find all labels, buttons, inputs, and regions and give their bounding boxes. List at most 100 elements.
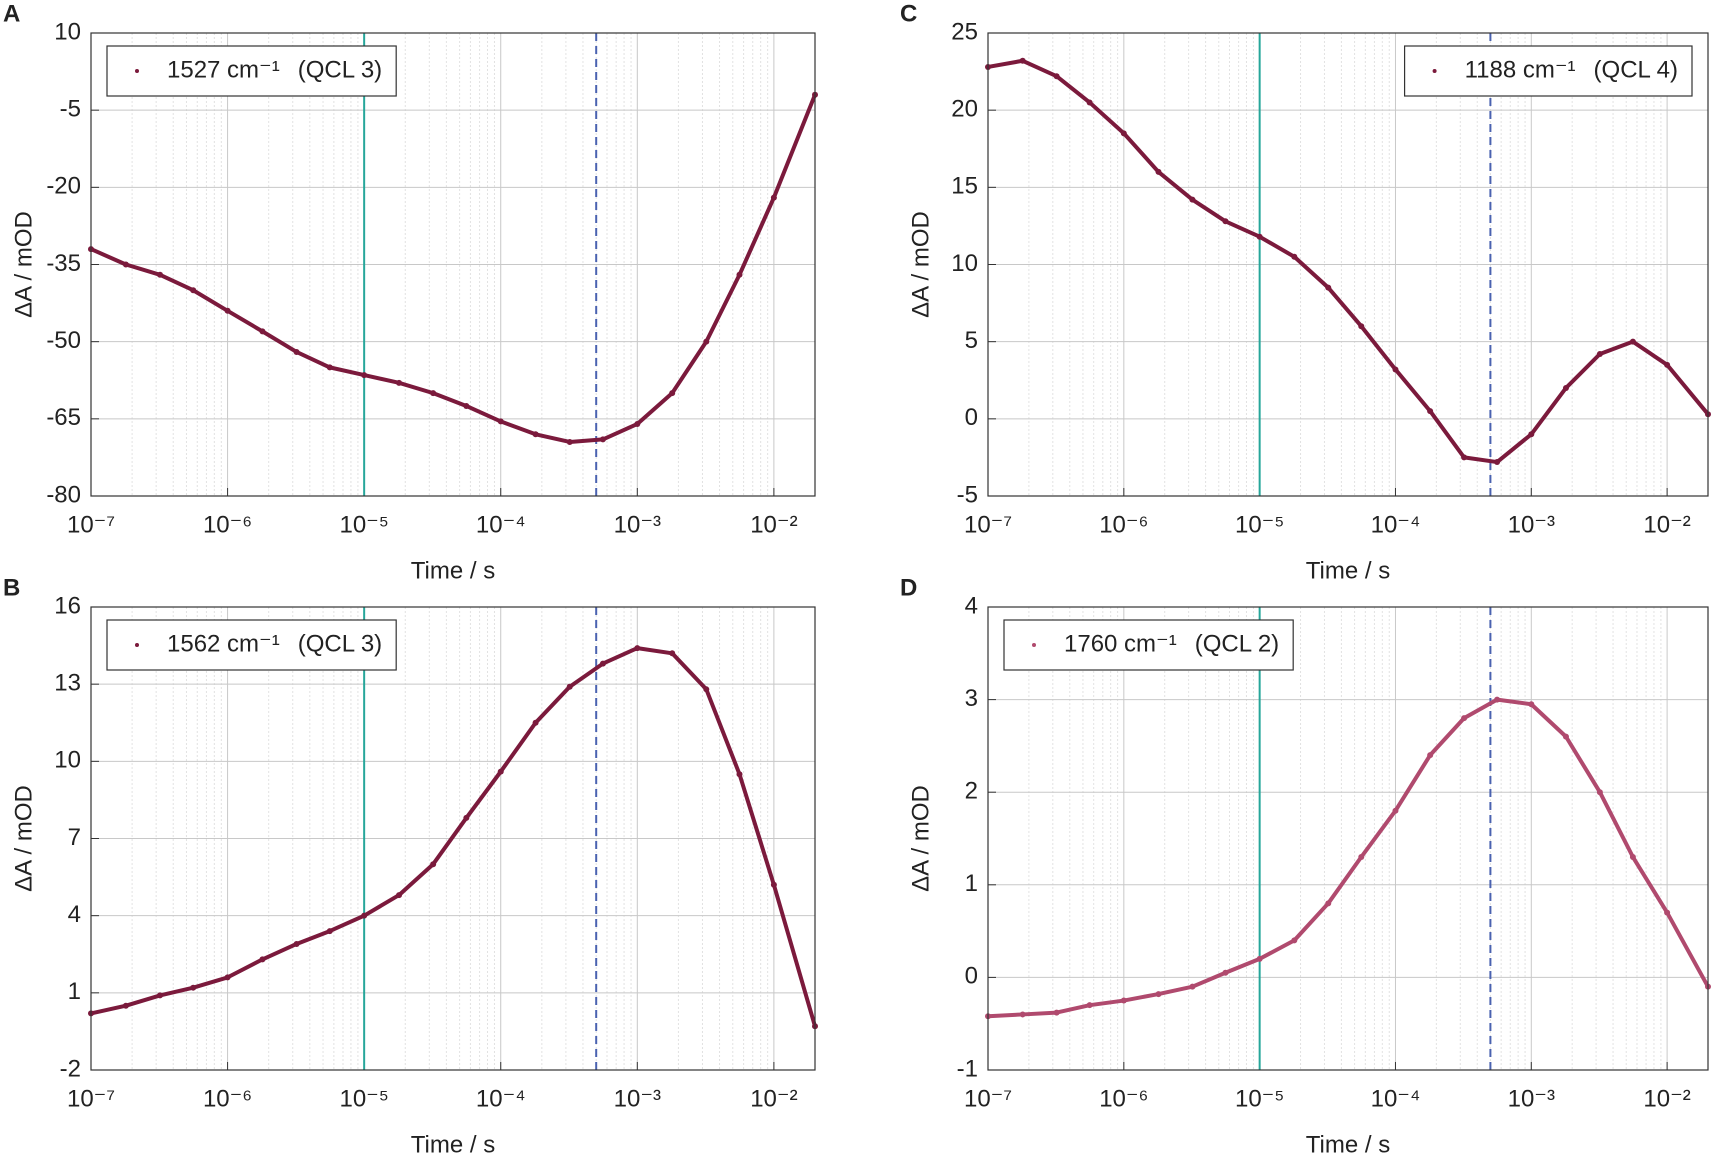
data-point xyxy=(122,261,129,268)
data-point xyxy=(1664,909,1671,916)
data-point xyxy=(1427,408,1434,415)
x-tick-label: 10⁻⁴ xyxy=(1371,511,1421,538)
x-tick-label: 10⁻⁶ xyxy=(203,1085,252,1112)
legend-box xyxy=(106,45,397,97)
x-tick-label: 10⁻² xyxy=(750,1085,797,1112)
x-tick-label: 10⁻³ xyxy=(1508,511,1555,538)
data-point xyxy=(190,287,197,294)
x-tick-label: 10⁻⁵ xyxy=(339,1085,388,1112)
y-tick-label: -2 xyxy=(60,1055,81,1082)
data-point xyxy=(1120,997,1127,1004)
data-point xyxy=(770,194,777,201)
y-tick-label: 0 xyxy=(965,404,978,431)
plot-area xyxy=(988,607,1708,1070)
x-tick-label: 10⁻⁵ xyxy=(1235,1085,1284,1112)
data-point xyxy=(122,1002,129,1009)
y-tick-label: 20 xyxy=(951,96,978,123)
data-point xyxy=(156,992,163,999)
data-point xyxy=(1494,696,1501,703)
legend-note: (QCL 4) xyxy=(1594,56,1678,83)
y-tick-label: 3 xyxy=(965,685,978,712)
y-tick-label: -50 xyxy=(46,327,81,354)
data-point xyxy=(259,956,266,963)
data-point xyxy=(1291,937,1298,944)
y-tick-label: 10 xyxy=(951,250,978,277)
data-point xyxy=(532,431,539,438)
y-tick-label: 5 xyxy=(965,327,978,354)
y-tick-label: -20 xyxy=(46,173,81,200)
data-point xyxy=(1664,361,1671,368)
data-point xyxy=(1629,338,1636,345)
data-point xyxy=(1528,701,1535,708)
data-point xyxy=(1222,218,1229,225)
y-tick-label: 15 xyxy=(951,173,978,200)
panel-label: C xyxy=(900,0,917,27)
data-point xyxy=(1155,991,1162,998)
plot-frame xyxy=(90,32,816,497)
y-axis-label: ΔA / mOD xyxy=(907,785,934,892)
data-point xyxy=(326,928,333,935)
y-tick-label: 10 xyxy=(54,747,81,774)
data-point xyxy=(1155,168,1162,175)
x-axis-label: Time / s xyxy=(1306,1131,1390,1158)
legend: 1760 cm⁻¹ (QCL 2) xyxy=(1003,619,1294,671)
data-point xyxy=(1325,900,1332,907)
data-point xyxy=(703,686,710,693)
data-point xyxy=(634,645,641,652)
y-axis-label: ΔA / mOD xyxy=(10,211,37,318)
x-axis-label: Time / s xyxy=(411,557,495,584)
y-tick-label: 1 xyxy=(68,978,81,1005)
data-point xyxy=(430,861,437,868)
legend-marker xyxy=(135,643,139,647)
data-point xyxy=(1392,366,1399,373)
data-point xyxy=(599,436,606,443)
data-point xyxy=(463,814,470,821)
data-point xyxy=(1086,1002,1093,1009)
legend-marker xyxy=(1432,69,1437,73)
x-tick-label: 10⁻⁴ xyxy=(476,1085,526,1112)
x-axis-label: Time / s xyxy=(411,1131,495,1158)
data-point xyxy=(224,974,231,981)
x-tick-label: 10⁻³ xyxy=(1508,1085,1555,1112)
x-tick-label: 10⁻⁷ xyxy=(964,1085,1012,1112)
data-point xyxy=(361,912,368,919)
data-point xyxy=(1392,807,1399,814)
data-point xyxy=(1189,196,1196,203)
x-tick-label: 10⁻⁶ xyxy=(1099,1085,1148,1112)
data-point xyxy=(497,768,504,775)
data-point xyxy=(1562,733,1569,740)
x-tick-label: 10⁻⁵ xyxy=(1235,511,1284,538)
data-point xyxy=(1562,384,1569,391)
data-point xyxy=(1596,351,1603,358)
y-tick-label: 13 xyxy=(54,670,81,697)
data-point xyxy=(1358,323,1365,330)
data-point xyxy=(1053,1009,1060,1016)
data-line xyxy=(987,58,1710,465)
data-point xyxy=(224,307,231,314)
legend-label: 1562 cm⁻¹ xyxy=(167,630,280,657)
data-point xyxy=(1256,955,1263,962)
y-axis-label: ΔA / mOD xyxy=(907,211,934,318)
y-tick-label: 4 xyxy=(68,901,81,928)
data-point xyxy=(361,372,368,379)
y-tick-label: 10 xyxy=(54,18,81,45)
data-point xyxy=(1461,715,1468,722)
data-point xyxy=(1053,73,1060,80)
x-tick-label: 10⁻² xyxy=(750,511,797,538)
y-axis-label: ΔA / mOD xyxy=(10,785,37,892)
panel-label: A xyxy=(3,0,20,27)
data-point xyxy=(634,420,641,427)
data-point xyxy=(396,892,403,899)
plot-frame xyxy=(987,606,1709,1071)
data-point xyxy=(532,719,539,726)
data-point xyxy=(430,390,437,397)
data-line xyxy=(90,646,817,1027)
data-point xyxy=(1256,233,1263,240)
legend: 1527 cm⁻¹ (QCL 3) xyxy=(106,45,397,97)
data-point xyxy=(293,348,300,355)
legend-note: (QCL 2) xyxy=(1195,630,1279,657)
panel-label: B xyxy=(3,574,20,601)
plot-frame xyxy=(987,32,1709,497)
y-tick-label: -1 xyxy=(957,1055,978,1082)
data-point xyxy=(669,650,676,657)
